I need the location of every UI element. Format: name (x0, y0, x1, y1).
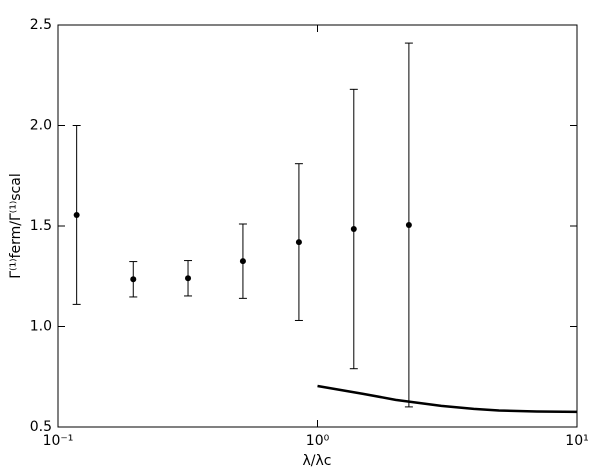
point (239, 258, 246, 265)
y-tick-label: 2.0 (30, 118, 52, 134)
y-tick-label: 1.5 (30, 218, 52, 234)
y-axis-label: Γ⁽¹⁾ferm/Γ⁽¹⁾scal (8, 173, 24, 278)
point (295, 239, 302, 246)
plot-frame (57, 24, 578, 428)
point (405, 221, 412, 228)
curve (317, 384, 578, 414)
x-tick-label: 10⁰ (306, 433, 330, 449)
x-tick-label: 10¹ (565, 433, 588, 449)
point (73, 211, 80, 218)
point (350, 226, 357, 233)
point (130, 276, 137, 283)
y-tick-label: 2.5 (30, 17, 52, 33)
point (185, 275, 192, 282)
x-axis-label: λ/λc (303, 453, 332, 469)
y-tick-label: 0.5 (30, 419, 52, 435)
x-tick-label: 10⁻¹ (43, 433, 74, 449)
y-tick-label: 1.0 (30, 319, 52, 335)
